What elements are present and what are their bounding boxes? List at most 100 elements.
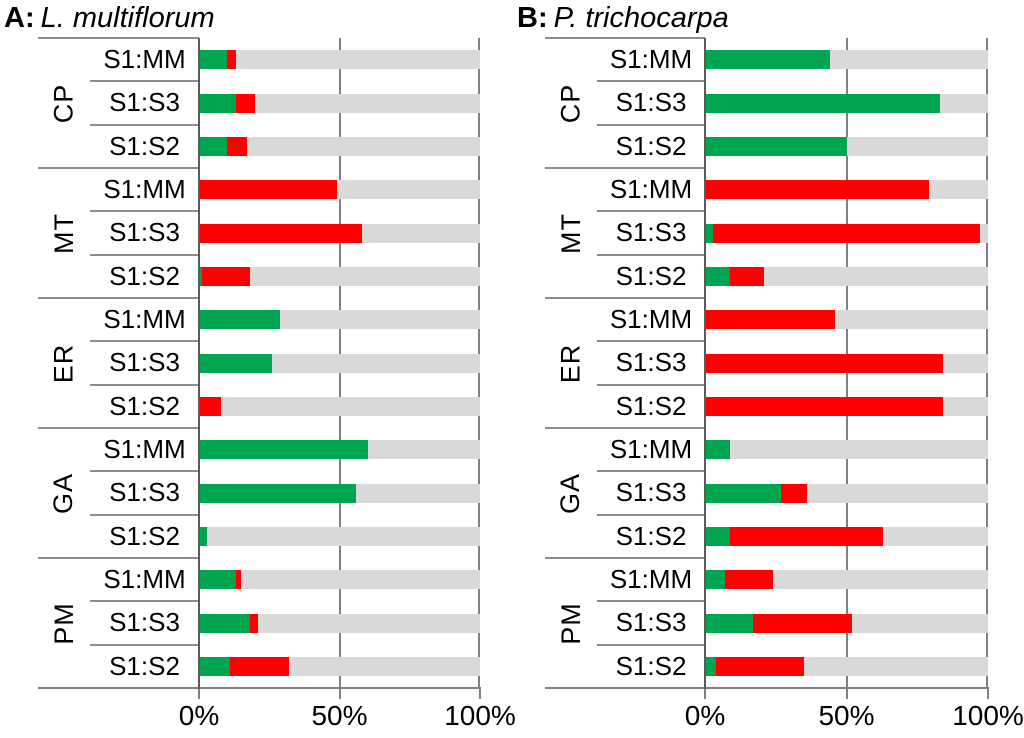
plot-area bbox=[704, 38, 988, 689]
panel-b-species-name: P. trichocarpa bbox=[553, 2, 729, 34]
group-cell: GA bbox=[545, 428, 597, 558]
row-label: S1:S2 bbox=[615, 130, 687, 161]
bar-track bbox=[199, 136, 480, 156]
group-label: MT bbox=[48, 212, 79, 254]
group-cell: CP bbox=[38, 38, 90, 168]
bar-track bbox=[705, 440, 988, 460]
row-separator-line bbox=[597, 210, 705, 213]
panel-b-letter: B: bbox=[517, 2, 548, 34]
row-separator-line bbox=[90, 513, 199, 516]
bar-segment-red bbox=[229, 656, 289, 676]
bar-segment-red bbox=[730, 526, 884, 546]
row-label: S1:MM bbox=[609, 44, 693, 75]
row-separator-line bbox=[597, 123, 705, 126]
bar-track bbox=[199, 440, 480, 460]
row-label: S1:MM bbox=[609, 564, 693, 595]
y-axis-line bbox=[198, 38, 200, 689]
row-label-table: CP MT ER GA PM S1:MM S1:S3 S1:S2 S1:MM S1:S3 S1:S2… bbox=[545, 37, 705, 689]
bar-segment-green bbox=[705, 266, 731, 286]
bar-segment-green bbox=[199, 93, 236, 113]
bar-segment-green bbox=[705, 526, 731, 546]
bar-segment-red bbox=[713, 223, 980, 243]
plot-area bbox=[198, 38, 480, 689]
panel-a-title: A: L. multiflorum bbox=[4, 1, 215, 35]
row-label: S1:S2 bbox=[109, 260, 180, 291]
group-cell: CP bbox=[545, 38, 597, 168]
row-label: S1:S3 bbox=[109, 347, 180, 378]
row-label: S1:S2 bbox=[109, 520, 180, 551]
bar-segment-green bbox=[705, 223, 714, 243]
bar-track bbox=[705, 50, 988, 70]
bar-segment-green bbox=[705, 440, 731, 460]
bar-track bbox=[199, 93, 480, 113]
x-axis-tick bbox=[479, 688, 481, 699]
row-separator-line bbox=[90, 643, 199, 646]
bar-segment-red bbox=[235, 570, 242, 590]
x-axis-tick bbox=[198, 688, 200, 699]
group-separator-line bbox=[38, 37, 199, 39]
row-label: S1:S3 bbox=[615, 347, 687, 378]
bar-segment-red bbox=[227, 50, 236, 70]
bar-track bbox=[199, 223, 480, 243]
group-cell: ER bbox=[545, 298, 597, 428]
row-label: S1:MM bbox=[103, 304, 186, 335]
group-label: CP bbox=[48, 83, 79, 123]
bar-segment-green bbox=[199, 50, 228, 70]
group-label: MT bbox=[555, 212, 586, 254]
row-label: S1:S3 bbox=[615, 217, 687, 248]
bar-track bbox=[199, 483, 480, 503]
group-separator-line bbox=[545, 297, 705, 299]
bar-track bbox=[199, 353, 480, 373]
row-separator-line bbox=[597, 470, 705, 473]
row-label: S1:S3 bbox=[615, 87, 687, 118]
bar-track bbox=[199, 50, 480, 70]
bar-segment-red bbox=[781, 483, 807, 503]
row-label: S1:S3 bbox=[615, 477, 687, 508]
group-cell: GA bbox=[38, 428, 90, 558]
bar-track bbox=[199, 266, 480, 286]
bar-track bbox=[705, 570, 988, 590]
x-axis-line bbox=[545, 687, 989, 689]
row-separator-line bbox=[90, 600, 199, 603]
row-separator-line bbox=[597, 643, 705, 646]
row-label: S1:S2 bbox=[109, 130, 180, 161]
row-label: S1:MM bbox=[103, 174, 186, 205]
row-separator-line bbox=[90, 123, 199, 126]
bar-segment-green bbox=[199, 266, 202, 286]
bar-track bbox=[705, 136, 988, 156]
bar-segment-green bbox=[705, 50, 830, 70]
row-label-table: CP MT ER GA PM S1:MM S1:S3 S1:S2 S1:MM S1:S3 S1:S2… bbox=[38, 37, 199, 689]
row-separator-line bbox=[90, 253, 199, 256]
group-label: PM bbox=[555, 601, 586, 645]
x-axis-tick-label: 50% bbox=[818, 700, 875, 731]
bar-track bbox=[199, 526, 480, 546]
row-label: S1:MM bbox=[103, 44, 186, 75]
bar-track bbox=[199, 310, 480, 330]
row-label: S1:MM bbox=[103, 434, 186, 465]
row-label: S1:S3 bbox=[109, 87, 180, 118]
bar-segment-green bbox=[199, 656, 230, 676]
bar-segment-red bbox=[705, 396, 943, 416]
bar-track bbox=[199, 180, 480, 200]
group-separator-line bbox=[545, 37, 705, 39]
y-axis-line bbox=[704, 38, 706, 689]
bar-segment-red bbox=[724, 570, 773, 590]
bar-segment-green bbox=[705, 93, 940, 113]
row-label: S1:S3 bbox=[615, 607, 687, 638]
row-separator-line bbox=[597, 383, 705, 386]
group-cell: PM bbox=[545, 558, 597, 688]
bar-segment-red bbox=[199, 223, 362, 243]
group-label: GA bbox=[555, 472, 586, 514]
bar-segment-green bbox=[705, 613, 754, 633]
panel-a-species-name: L. multiflorum bbox=[40, 2, 215, 34]
row-label: S1:S3 bbox=[109, 607, 180, 638]
bar-segment-green bbox=[199, 613, 250, 633]
x-axis-tick bbox=[987, 688, 989, 699]
x-axis-tick bbox=[338, 688, 341, 699]
bar-track bbox=[199, 613, 480, 633]
bar-segment-red bbox=[201, 266, 250, 286]
group-label: ER bbox=[555, 343, 586, 383]
row-label: S1:S3 bbox=[109, 477, 180, 508]
bar-track bbox=[199, 396, 480, 416]
group-cell: MT bbox=[38, 168, 90, 298]
